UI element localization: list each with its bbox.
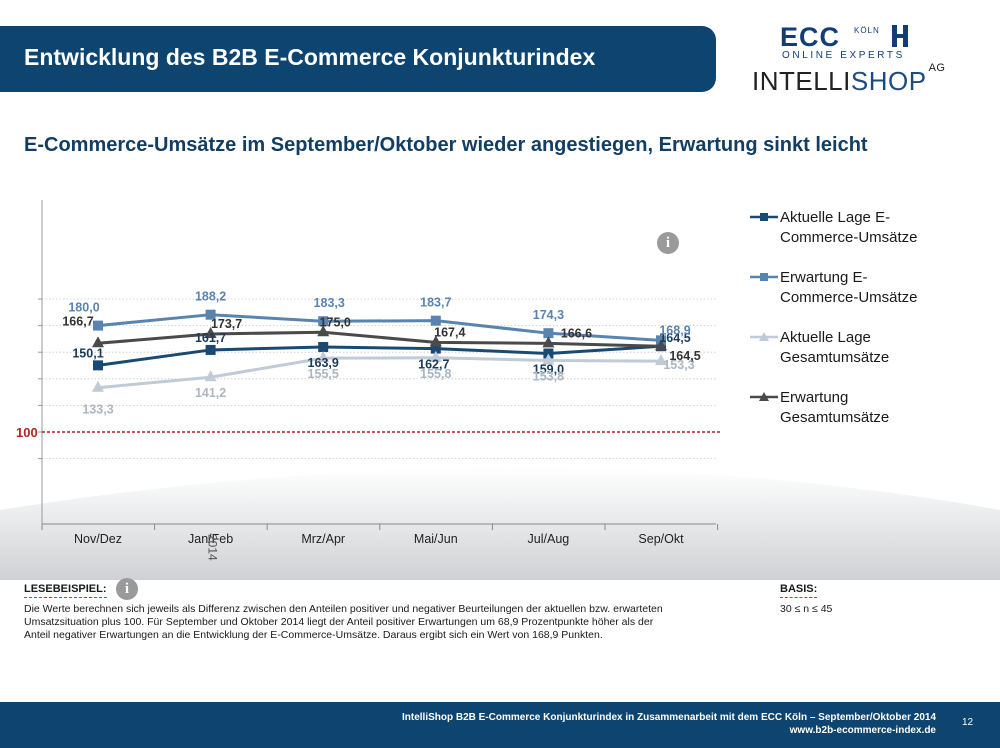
data-point [92, 336, 104, 348]
reading-example-text: Die Werte berechnen sich jeweils als Dif… [24, 603, 663, 641]
data-point [430, 315, 441, 326]
legend-item-3: Aktuelle Lage Gesamtumsätze [750, 329, 990, 390]
data-point [204, 370, 217, 382]
page-title: Entwicklung des B2B E-Commerce Konjunktu… [24, 44, 596, 70]
footer-url[interactable]: www.b2b-ecommerce-index.de [789, 725, 936, 736]
legend-swatch-1 [750, 213, 778, 221]
series-line [97, 344, 662, 367]
data-point [429, 350, 442, 362]
data-label: 166,7 [62, 314, 93, 328]
data-label: 155,5 [308, 367, 339, 381]
data-label: 183,3 [314, 296, 345, 310]
data-point [92, 380, 104, 392]
data-label: 153,8 [533, 369, 564, 383]
ecc-logo-subtext: ONLINE EXPERTS [782, 50, 905, 61]
intellishop-logo: INTELLISHOP AG [752, 62, 945, 97]
x-tick-label: Sep/Okt [638, 532, 684, 546]
reference-line-label: 100 [16, 425, 38, 440]
legend-swatch-3 [750, 332, 778, 341]
legend-swatch-2 [750, 273, 778, 281]
chart-info-icon[interactable]: i [657, 232, 679, 254]
data-label: 133,3 [82, 403, 113, 417]
chart-axes: Nov/Dez Jan/Feb Mrz/Apr Mai/Jun Jul/Aug Sep/O… [16, 200, 720, 561]
data-point [318, 316, 329, 327]
intellishop-logo-part2: SHOP [850, 66, 927, 96]
data-point [93, 320, 103, 331]
legend-item-1: Aktuelle Lage E- Commerce-Umsätze [750, 209, 990, 270]
intellishop-logo-ag: AG [928, 62, 946, 74]
data-label: 161,7 [195, 331, 226, 345]
ecc-logo-mark-icon [892, 25, 908, 47]
data-label: 162,7 [418, 358, 449, 372]
data-label: 166,6 [561, 326, 592, 340]
data-point [542, 336, 555, 348]
data-point [93, 360, 103, 371]
legend-label-3: Aktuelle Lage Gesamtumsätze [780, 329, 890, 366]
series-line [97, 356, 662, 390]
data-label: 159,0 [533, 363, 564, 377]
legend-item-2: Erwartung E- Commerce-Umsätze [750, 269, 990, 330]
chart-gridlines [42, 298, 716, 460]
ecc-logo-city: KÖLN [854, 26, 880, 35]
chart-subtitle: E-Commerce-Umsätze im September/Oktober … [24, 134, 868, 156]
data-label: 174,3 [533, 308, 564, 322]
data-label: 163,9 [308, 356, 339, 370]
legend-label-4: Erwartung Gesamtumsätze [780, 389, 890, 426]
basis-text: 30 ≤ n ≤ 45 [780, 603, 833, 615]
footer-text: IntelliShop B2B E-Commerce Konjunkturind… [402, 711, 936, 737]
page-number: 12 [962, 717, 974, 728]
data-label: 180,0 [68, 301, 99, 315]
data-label: 155,8 [420, 367, 451, 381]
data-label: 164,5 [669, 349, 700, 363]
chart-legend: Aktuelle Lage E- Commerce-Umsätze Erwart… [750, 209, 990, 450]
data-point [317, 351, 330, 363]
data-point [205, 344, 216, 355]
x-tick-label: Mrz/Apr [301, 532, 345, 546]
data-label: 164,5 [659, 331, 690, 345]
data-label: 167,4 [434, 325, 465, 339]
data-point [205, 309, 216, 320]
x-tick-label: Jul/Aug [528, 532, 570, 546]
data-point [543, 328, 554, 339]
x-tick-label: Jan/Feb [188, 532, 233, 546]
ecc-logo-text: ECC [780, 22, 841, 52]
title-bar [0, 26, 716, 92]
data-point [542, 353, 555, 365]
data-point [204, 326, 217, 338]
intellishop-logo-part1: INTELLI [752, 66, 851, 96]
ecc-logo: ECC KÖLN ONLINE EXPERTS [780, 22, 910, 61]
data-label: 141,2 [195, 386, 226, 400]
chart-data-labels: 150,1 161,7 163,9 162,7 159,0 164,5 180,0 188,2… [62, 290, 700, 417]
data-label: 188,2 [195, 290, 226, 304]
data-label: 175,0 [320, 315, 351, 329]
footer-bar [0, 702, 1000, 748]
data-label: 153,3 [663, 358, 694, 372]
legend-swatch-4 [750, 392, 778, 401]
basis-heading: BASIS: [780, 583, 818, 598]
data-point [430, 343, 441, 354]
series-line [97, 330, 662, 348]
legend-item-4: Erwartung Gesamtumsätze [750, 389, 990, 450]
reading-example-heading: LESEBEISPIEL: [24, 583, 107, 598]
data-point [318, 342, 329, 353]
data-point [429, 335, 442, 347]
series-line [97, 313, 662, 342]
data-point [655, 339, 667, 351]
chart-series [92, 309, 667, 392]
data-point [317, 325, 330, 337]
reading-example-info-icon[interactable]: i [116, 578, 138, 600]
data-label: 168,9 [659, 323, 690, 337]
x-tick-label: Nov/Dez [74, 532, 122, 546]
data-label: 173,7 [211, 317, 242, 331]
legend-label-2: Erwartung E- Commerce-Umsätze [780, 269, 918, 306]
legend-label-1: Aktuelle Lage E- Commerce-Umsätze [780, 209, 918, 246]
x-tick-label: Mai/Jun [414, 532, 458, 546]
line-chart: Nov/Dez Jan/Feb Mrz/Apr Mai/Jun Jul/Aug Sep/O… [0, 200, 1000, 580]
data-label: 183,7 [420, 296, 451, 310]
data-label: 150,1 [72, 346, 103, 360]
data-point [655, 354, 667, 366]
footer-line-1: IntelliShop B2B E-Commerce Konjunkturind… [402, 712, 936, 723]
x-tick-sublabel: 2014 [206, 534, 220, 561]
